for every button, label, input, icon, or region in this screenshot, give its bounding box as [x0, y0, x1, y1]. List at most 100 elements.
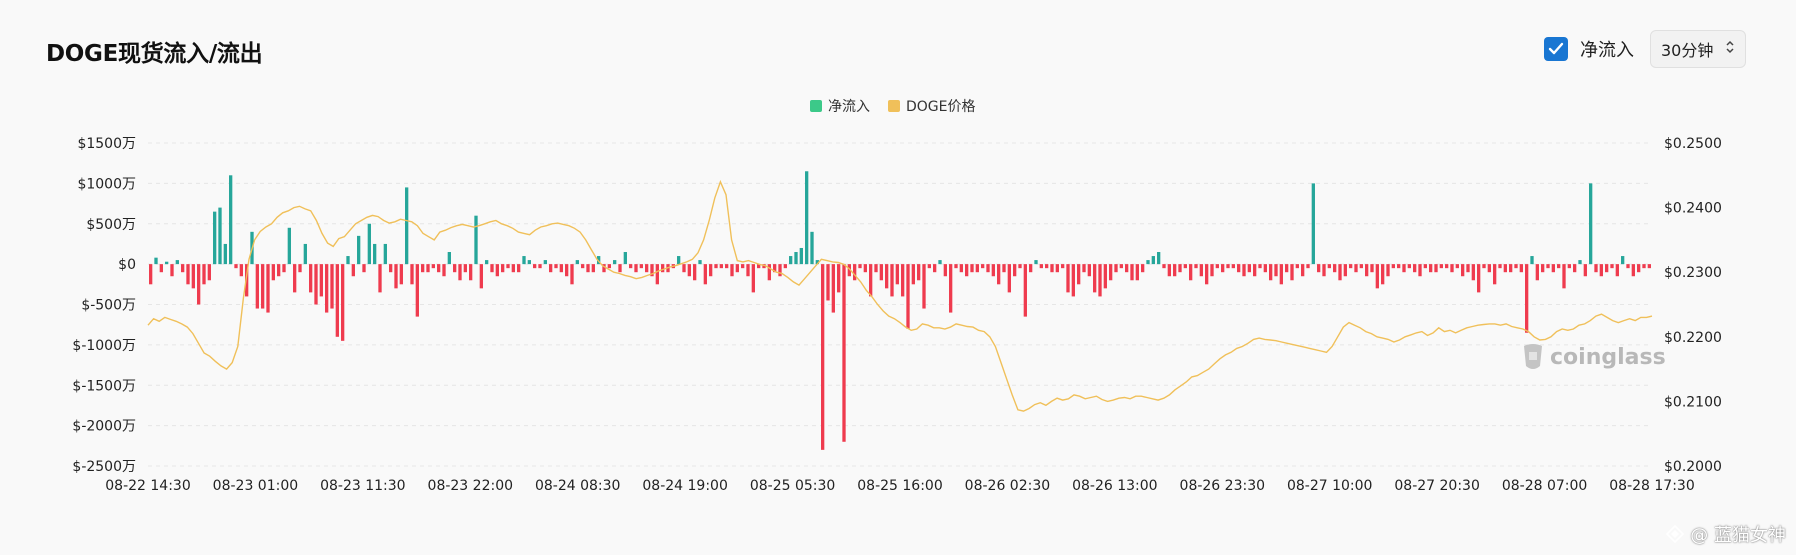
- inflow-bar: [757, 264, 761, 269]
- legend-swatch: [810, 100, 822, 112]
- diamond-logo-icon: [1666, 525, 1685, 543]
- inflow-bar: [495, 264, 499, 277]
- inflow-bar: [1327, 264, 1331, 269]
- x-tick-label: 08-27 20:30: [1394, 478, 1479, 494]
- inflow-bar: [1647, 264, 1651, 269]
- x-tick-label: 08-22 14:30: [105, 478, 190, 494]
- inflow-bar: [293, 264, 297, 293]
- inflow-bar: [1029, 264, 1033, 273]
- inflow-bar: [725, 264, 729, 269]
- inflow-bar: [703, 264, 707, 285]
- x-tick-label: 08-24 08:30: [535, 478, 620, 494]
- x-tick-label: 08-23 22:00: [428, 478, 513, 494]
- inflow-bar: [879, 264, 883, 281]
- inflow-bar: [266, 264, 270, 313]
- inflow-bar: [1551, 264, 1555, 273]
- inflow-bar: [154, 257, 158, 265]
- inflow-bar: [1077, 264, 1081, 285]
- inflow-bar: [485, 260, 489, 265]
- net-inflow-toggle[interactable]: 净流入: [1544, 36, 1634, 62]
- inflow-bar: [917, 264, 921, 281]
- inflow-bar: [351, 264, 355, 277]
- inflow-bar: [533, 264, 537, 269]
- inflow-bar: [901, 264, 905, 297]
- inflow-bar: [1013, 264, 1017, 277]
- inflow-bar: [1210, 264, 1214, 277]
- inflow-bar: [1642, 264, 1646, 269]
- chart-controls: 净流入 30分钟: [1544, 30, 1746, 68]
- legend-item-doge-price[interactable]: DOGE价格: [888, 96, 976, 116]
- inflow-bar: [1274, 264, 1278, 277]
- inflow-bar: [165, 261, 169, 265]
- inflow-bar: [991, 264, 995, 277]
- y-right-tick-label: $0.2200: [1664, 330, 1722, 346]
- inflow-bar: [1541, 264, 1545, 273]
- inflow-bar: [1098, 264, 1102, 297]
- inflow-bar: [1317, 264, 1321, 273]
- inflow-bar: [1578, 260, 1582, 265]
- inflow-bar: [181, 264, 185, 273]
- x-tick-label: 08-28 07:00: [1502, 478, 1587, 494]
- inflow-bar: [490, 264, 494, 273]
- inflow-bar: [943, 264, 947, 277]
- inflow-bar: [501, 264, 505, 273]
- inflow-bar: [149, 264, 153, 285]
- inflow-bar: [1466, 264, 1470, 273]
- inflow-bar: [1002, 264, 1006, 273]
- inflow-bar: [799, 247, 803, 265]
- legend-swatch: [888, 100, 900, 112]
- inflow-bar: [426, 264, 430, 273]
- x-tick-label: 08-27 10:00: [1287, 478, 1372, 494]
- inflow-bar: [1626, 264, 1630, 269]
- inflow-bar: [826, 264, 830, 301]
- credit: @ 蓝猫女神: [1666, 521, 1786, 547]
- inflow-bar: [1189, 264, 1193, 281]
- inflow-bar: [1279, 264, 1283, 285]
- inflow-bar: [565, 264, 569, 277]
- inflow-bar: [1066, 264, 1070, 293]
- inflow-bar: [1391, 264, 1395, 269]
- inflow-bar: [1519, 264, 1523, 273]
- inflow-bar: [741, 264, 745, 269]
- inflow-bar: [847, 264, 851, 277]
- inflow-bar: [261, 264, 265, 309]
- checkbox-checked-icon[interactable]: [1544, 37, 1568, 61]
- inflow-bar: [682, 264, 686, 273]
- inflow-bar: [207, 264, 211, 281]
- inflow-bar: [522, 256, 526, 265]
- inflow-bar: [197, 264, 201, 305]
- inflow-bar: [714, 264, 718, 269]
- inflow-bar: [474, 215, 478, 265]
- x-tick-label: 08-25 05:30: [750, 478, 835, 494]
- inflow-bar: [1173, 264, 1177, 277]
- inflow-bar: [314, 264, 318, 305]
- inflow-bar: [575, 260, 579, 265]
- y-right-tick-label: $0.2100: [1664, 394, 1722, 410]
- inflow-bar: [1007, 264, 1011, 293]
- inflow-bar: [399, 264, 403, 285]
- inflow-bar: [650, 264, 654, 277]
- inflow-bar: [895, 264, 899, 285]
- inflow-bar: [986, 264, 990, 273]
- inflow-bar: [730, 264, 734, 277]
- inflow-bar: [506, 264, 510, 269]
- y-left-tick-label: $-2000万: [72, 419, 136, 435]
- inflow-bar: [1141, 264, 1145, 273]
- inflow-bar: [1354, 264, 1358, 273]
- inflow-bar: [1557, 264, 1561, 269]
- inflow-bar: [629, 264, 633, 269]
- inflow-bar: [858, 264, 862, 269]
- chevron-updown-icon: [1725, 39, 1735, 59]
- legend-item-net-inflow[interactable]: 净流入: [810, 96, 870, 116]
- inflow-bar: [341, 264, 345, 341]
- inflow-bar: [1215, 264, 1219, 269]
- inflow-bar: [719, 264, 723, 269]
- interval-select[interactable]: 30分钟: [1650, 30, 1746, 68]
- inflow-bar: [853, 264, 857, 281]
- inflow-bar: [1381, 264, 1385, 285]
- x-tick-label: 08-25 16:00: [857, 478, 942, 494]
- inflow-bar: [1514, 264, 1518, 269]
- inflow-bar: [1402, 264, 1406, 273]
- legend-label: DOGE价格: [906, 99, 976, 115]
- inflow-bar: [383, 243, 387, 265]
